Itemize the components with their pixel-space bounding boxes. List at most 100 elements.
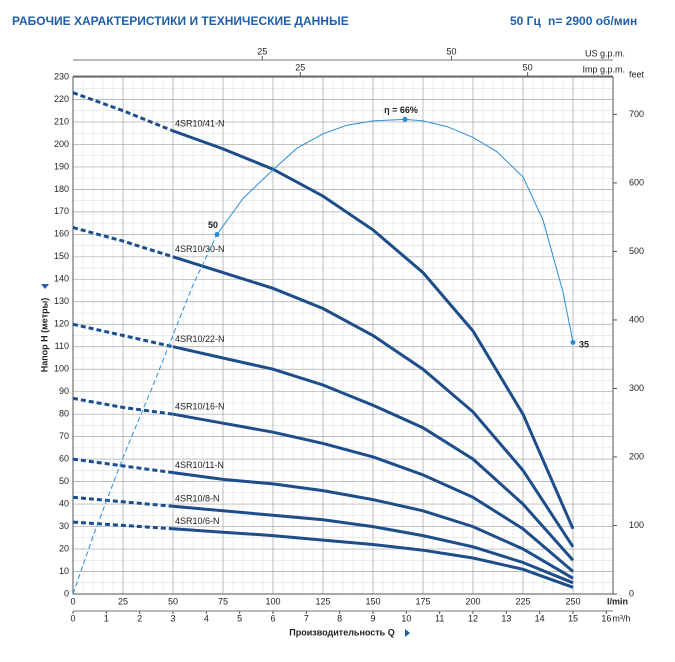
- y-tick-label: 40: [59, 498, 69, 508]
- bottom-tick-label: 8: [337, 613, 342, 623]
- y-tick-label: 220: [54, 94, 69, 104]
- efficiency-curve: [72, 234, 218, 595]
- bottom-axis-label: m³/h: [612, 613, 630, 623]
- x-unit: l/min: [607, 596, 628, 606]
- bottom-tick-label: 13: [501, 613, 511, 623]
- x-tick-label: 0: [70, 596, 75, 606]
- y2-tick-label: 300: [629, 383, 644, 393]
- curve-label: 4SR10/41-N: [175, 118, 225, 128]
- y-tick-label: 170: [54, 206, 69, 216]
- pump-curve: [72, 91, 174, 133]
- y-tick-label: 60: [59, 454, 69, 464]
- pump-curve: [72, 520, 174, 531]
- speed: n= 2900 об/мин: [548, 14, 637, 28]
- x-tick-label: 250: [565, 596, 580, 606]
- y-tick-label: 130: [54, 296, 69, 306]
- curve-label: 4SR10/6-N: [175, 516, 220, 526]
- y-tick-label: 160: [54, 229, 69, 239]
- top-tick-label: 25: [257, 46, 267, 56]
- y2-axis-label: feet: [629, 69, 645, 79]
- top-axis-label: Imp g.p.m.: [582, 64, 625, 74]
- x-tick-label: 75: [218, 596, 228, 606]
- bottom-tick-label: 15: [568, 613, 578, 623]
- y2-tick-label: 200: [629, 451, 644, 461]
- y-axis-label: Напор H (метры): [39, 298, 49, 373]
- x-tick-label: 175: [415, 596, 430, 606]
- x-tick-label: 25: [118, 596, 128, 606]
- bottom-tick-label: 12: [468, 613, 478, 623]
- efficiency-curve: [216, 118, 574, 343]
- efficiency-label: η = 66%: [384, 105, 418, 115]
- pump-curve: [72, 396, 174, 416]
- bottom-tick-label: 1: [104, 613, 109, 623]
- curve-label: 4SR10/22-N: [175, 334, 225, 344]
- bottom-tick-label: 2: [137, 613, 142, 623]
- y2-tick-label: 700: [629, 109, 644, 119]
- curve-label: 4SR10/8-N: [175, 494, 220, 504]
- bottom-tick-label: 14: [535, 613, 545, 623]
- pump-curve: [172, 412, 574, 573]
- x-tick-label: 50: [168, 596, 178, 606]
- y2-tick-label: 0: [629, 588, 634, 598]
- bottom-tick-label: 10: [401, 613, 411, 623]
- top-tick-label: 25: [295, 62, 305, 72]
- top-axis-label: US g.p.m.: [585, 48, 625, 58]
- y-tick-label: 50: [59, 476, 69, 486]
- y2-tick-label: 100: [629, 520, 644, 530]
- x-tick-label: 100: [265, 596, 280, 606]
- y-tick-label: 100: [54, 364, 69, 374]
- top-tick-label: 50: [523, 62, 533, 72]
- chart-title: РАБОЧИЕ ХАРАКТЕРИСТИКИ И ТЕХНИЧЕСКИЕ ДАН…: [12, 14, 349, 28]
- y-tick-label: 20: [59, 543, 69, 553]
- y-tick-label: 70: [59, 431, 69, 441]
- plot-frame: [72, 76, 614, 595]
- x-tick-label: 225: [515, 596, 530, 606]
- pump-curve: [172, 129, 575, 530]
- y-tick-label: 0: [64, 588, 69, 598]
- x-axis-label: Производительность Q: [289, 627, 394, 637]
- pump-curve: [172, 471, 574, 580]
- y-tick-label: 210: [54, 116, 69, 126]
- y-tick-label: 90: [59, 386, 69, 396]
- top-tick-label: 50: [447, 46, 457, 56]
- pump-curve: [172, 527, 574, 589]
- y2-tick-label: 600: [629, 177, 644, 187]
- bottom-tick-label: 11: [435, 613, 444, 623]
- bottom-tick-label: 5: [237, 613, 242, 623]
- x-tick-label: 150: [365, 596, 380, 606]
- bottom-tick-label: 3: [170, 613, 175, 623]
- arrow: [405, 629, 410, 637]
- y2-tick-label: 400: [629, 314, 644, 324]
- pump-curve: [172, 255, 575, 548]
- y-tick-label: 30: [59, 521, 69, 531]
- curve-label: 4SR10/11-N: [175, 460, 224, 470]
- y-tick-label: 140: [54, 274, 69, 284]
- curve-label: 4SR10/16-N: [175, 402, 225, 412]
- x-tick-label: 200: [465, 596, 480, 606]
- bottom-tick-label: 6: [270, 613, 275, 623]
- y-tick-label: 180: [54, 184, 69, 194]
- efficiency-point: [402, 116, 408, 122]
- y-tick-label: 10: [59, 566, 69, 576]
- y2-tick-label: 500: [629, 246, 644, 256]
- y-tick-label: 120: [54, 319, 69, 329]
- y-tick-label: 150: [54, 251, 69, 261]
- pump-curve: [172, 504, 574, 585]
- y-tick-label: 80: [59, 409, 69, 419]
- curve-label: 4SR10/30-N: [175, 244, 225, 254]
- pump-curve: [172, 345, 575, 562]
- frequency: 50 Гц: [510, 14, 541, 28]
- bottom-tick-label: 7: [304, 613, 309, 623]
- pump-curve: [72, 495, 174, 508]
- bottom-tick-label: 16: [601, 613, 611, 623]
- y-tick-label: 230: [54, 71, 69, 81]
- efficiency-point: [570, 339, 576, 345]
- bottom-tick-label: 9: [370, 613, 375, 623]
- efficiency-label: 50: [208, 220, 218, 230]
- bottom-tick-label: 4: [204, 613, 209, 623]
- bottom-tick-label: 0: [70, 613, 75, 623]
- pump-curve: [72, 457, 174, 475]
- x-tick-label: 125: [315, 596, 330, 606]
- y-tick-label: 200: [54, 139, 69, 149]
